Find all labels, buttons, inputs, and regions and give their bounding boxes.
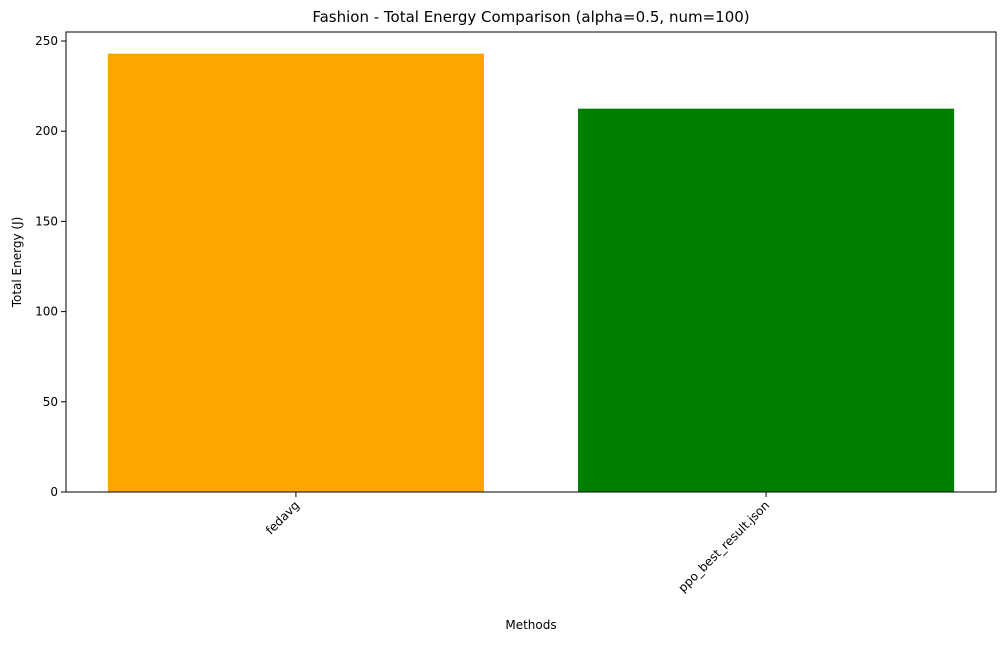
bars-layer bbox=[107, 53, 955, 493]
plot-frame bbox=[65, 31, 997, 493]
x-tick-label: ppo_best_result.json bbox=[675, 498, 772, 595]
bar-ppo-best-result-json bbox=[578, 108, 955, 493]
y-axis-ticks: 0 50 100 150 200 250 bbox=[35, 34, 66, 499]
chart-title: Fashion - Total Energy Comparison (alpha… bbox=[312, 8, 749, 26]
x-axis-label: Methods bbox=[505, 618, 556, 632]
axes-layer bbox=[65, 31, 997, 493]
bar-fedavg bbox=[107, 53, 484, 493]
y-tick-label: 150 bbox=[35, 214, 58, 228]
x-axis-ticks: fedavg ppo_best_result.json bbox=[263, 492, 772, 595]
y-tick-label: 0 bbox=[50, 485, 58, 499]
y-tick-label: 250 bbox=[35, 34, 58, 48]
y-axis-label: Total Energy (J) bbox=[10, 217, 24, 309]
y-tick-label: 200 bbox=[35, 124, 58, 138]
x-tick-label: fedavg bbox=[263, 498, 302, 537]
y-tick-label: 100 bbox=[35, 305, 58, 319]
y-tick-label: 50 bbox=[43, 395, 58, 409]
